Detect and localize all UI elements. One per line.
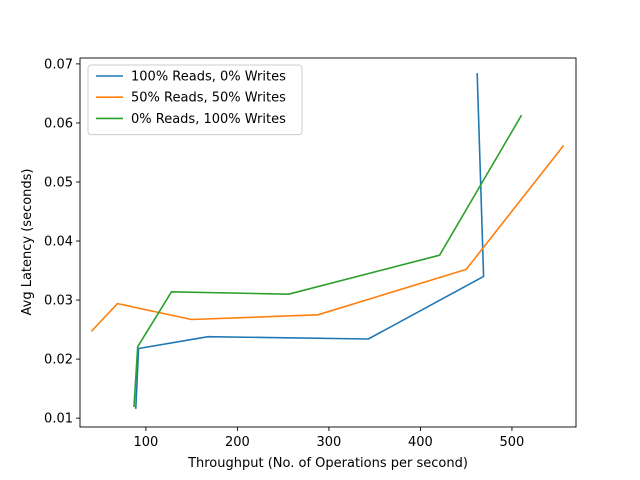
legend-box bbox=[87, 64, 303, 136]
y-tick-label: 0.01 bbox=[44, 412, 73, 427]
legend-label-1: 50% Reads, 50% Writes bbox=[131, 91, 286, 106]
plot-area bbox=[90, 73, 565, 409]
x-tick-label: 200 bbox=[225, 435, 250, 450]
legend: 100% Reads, 0% Writes 50% Reads, 50% Writ… bbox=[87, 64, 303, 136]
y-tick-label: 0.04 bbox=[44, 235, 73, 250]
series-line-2 bbox=[133, 114, 523, 408]
y-tick-label: 0.05 bbox=[44, 175, 73, 190]
axes: 100 200 300 400 500 0.01 0.02 0.03 0.04 0.05 0.06 0… bbox=[44, 57, 577, 450]
y-axis-label: Avg Latency (seconds) bbox=[20, 168, 35, 315]
legend-label-0: 100% Reads, 0% Writes bbox=[131, 70, 286, 85]
y-tick-label: 0.02 bbox=[44, 353, 73, 368]
series-line-1 bbox=[90, 144, 565, 332]
x-axis-label: Throughput (No. of Operations per second… bbox=[187, 456, 468, 471]
axes-frame bbox=[79, 57, 577, 428]
x-tick-label: 100 bbox=[133, 435, 158, 450]
x-tick-label: 300 bbox=[317, 435, 342, 450]
y-tick-label: 0.07 bbox=[44, 57, 73, 72]
y-tick-label: 0.03 bbox=[44, 294, 73, 309]
x-tick-label: 500 bbox=[500, 435, 525, 450]
x-tick-label: 400 bbox=[408, 435, 433, 450]
y-tick-label: 0.06 bbox=[44, 116, 73, 131]
series-line-0 bbox=[134, 73, 485, 409]
legend-label-2: 0% Reads, 100% Writes bbox=[131, 112, 286, 127]
